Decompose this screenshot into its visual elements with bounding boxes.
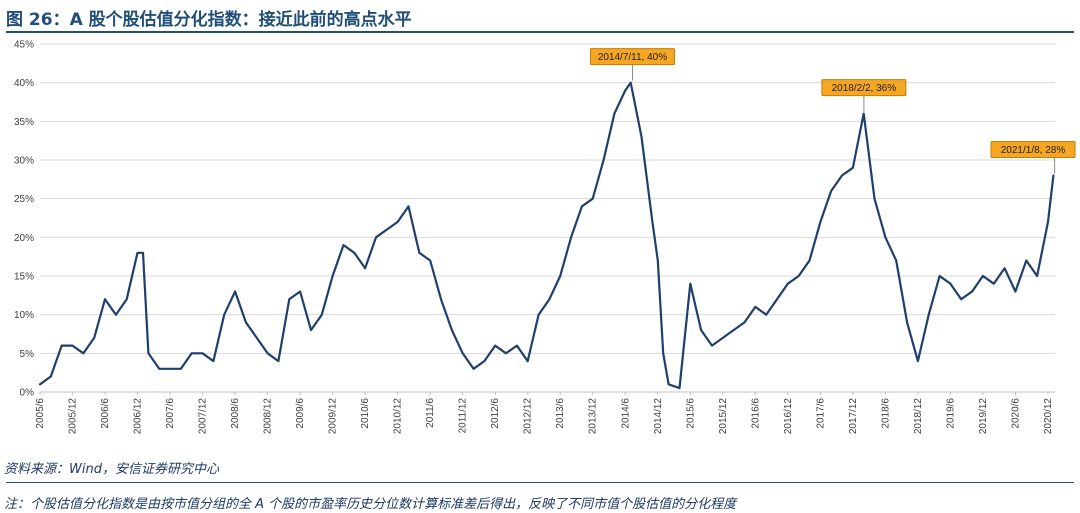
y-tick-label: 40% — [14, 78, 34, 89]
y-tick-label: 35% — [14, 117, 34, 128]
divider — [6, 482, 1074, 483]
y-tick-label: 5% — [20, 349, 35, 360]
callout-label: 2021/1/8, 28% — [1001, 145, 1066, 156]
y-tick-label: 15% — [14, 272, 34, 283]
y-tick-label: 0% — [20, 388, 35, 399]
x-tick-label: 2012/12 — [523, 398, 534, 435]
callout-box — [589, 48, 675, 66]
line-chart: 0% 5% 10% 15% 20% 25% 30% 35% 40% 45% 2005/6 2005/1… — [14, 40, 1076, 435]
y-tick-label: 25% — [14, 194, 34, 205]
x-tick-label: 2012/6 — [490, 398, 501, 429]
x-tick-label: 2015/6 — [685, 398, 696, 429]
chart-container: 0% 5% 10% 15% 20% 25% 30% 35% 40% 45% 2005/6 2005/1… — [0, 34, 1080, 452]
note-text: 注：个股估值分化指数是由按市值分组的全 A 个股的市盈率历史分位数计算标准差后得… — [4, 497, 737, 512]
x-tick-label: 2019/12 — [978, 398, 989, 435]
callout-label: 2014/7/11, 40% — [598, 52, 667, 63]
x-tick-label: 2011/6 — [425, 398, 436, 428]
x-tick-label: 2011/12 — [458, 398, 469, 434]
x-tick-label: 2007/12 — [198, 398, 209, 435]
source-text: 资料来源：Wind，安信证券研究中心 — [4, 462, 219, 477]
x-tick-label: 2013/6 — [555, 398, 566, 429]
x-tick-label: 2010/12 — [393, 398, 404, 435]
callout-box — [821, 79, 907, 97]
x-tick-label: 2016/6 — [750, 398, 761, 429]
x-tick-label: 2006/6 — [100, 398, 111, 429]
x-tick-label: 2008/6 — [230, 398, 241, 429]
callout-box — [990, 140, 1076, 158]
series-line — [38, 81, 1055, 390]
x-tick-label: 2019/6 — [945, 398, 956, 429]
x-tick-label: 2009/12 — [328, 398, 339, 435]
x-tick-label: 2005/6 — [35, 398, 46, 429]
x-tick-label: 2018/12 — [913, 398, 924, 435]
y-tick-label: 10% — [14, 310, 34, 321]
x-tick-label: 2007/6 — [165, 398, 176, 429]
figure-title: 图 26：A 股个股估值分化指数：接近此前的高点水平 — [6, 10, 412, 30]
x-tick-label: 2010/6 — [360, 398, 371, 429]
callout-label: 2018/2/2, 36% — [832, 83, 897, 94]
x-tick-label: 2014/6 — [620, 398, 631, 429]
x-tick-label: 2016/12 — [783, 398, 794, 435]
x-tick-label: 2020/12 — [1043, 398, 1054, 435]
x-tick-label: 2014/12 — [653, 398, 664, 435]
x-tick-label: 2017/6 — [815, 398, 826, 429]
x-tick-label: 2008/12 — [263, 398, 274, 435]
x-tick-label: 2015/12 — [718, 398, 729, 435]
x-tick-label: 2005/12 — [68, 398, 79, 435]
x-tick-label: 2020/6 — [1010, 398, 1021, 429]
x-tick-label: 2017/12 — [848, 398, 859, 435]
x-tick-label: 2009/6 — [295, 398, 306, 429]
x-tick-label: 2006/12 — [133, 398, 144, 435]
y-tick-label: 30% — [14, 156, 34, 167]
x-tick-label: 2018/6 — [880, 398, 891, 429]
figure-title-bar: 图 26：A 股个股估值分化指数：接近此前的高点水平 — [6, 3, 1074, 33]
x-tick-label: 2013/12 — [588, 398, 599, 435]
y-tick-label: 45% — [14, 40, 34, 51]
y-tick-label: 20% — [14, 233, 34, 244]
